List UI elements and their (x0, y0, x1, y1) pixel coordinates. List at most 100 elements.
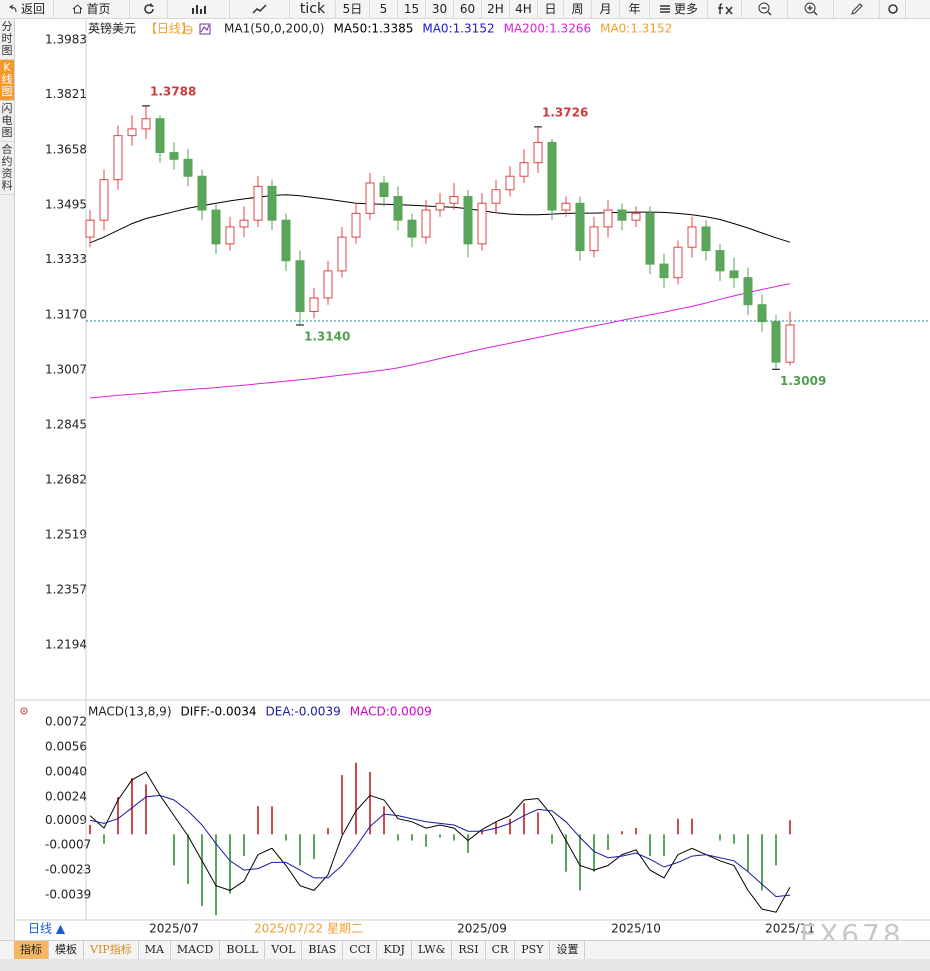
cursor-date: 2025/07/22 星期二 (254, 922, 363, 936)
period-tick[interactable]: tick (290, 0, 336, 18)
candle-body (253, 185, 263, 221)
y-tick-label: -0.0039 (45, 888, 91, 902)
period-4h[interactable]: 4H (510, 0, 538, 18)
home-button[interactable]: 首页 (54, 0, 130, 18)
candle-body (351, 212, 361, 238)
indicator-tab[interactable]: VIP指标 (84, 941, 139, 959)
zoom-out[interactable] (742, 0, 788, 18)
indicator-tab[interactable]: 模板 (49, 941, 84, 959)
candle-body (295, 260, 305, 312)
candle-body (225, 226, 235, 245)
indicator-tab[interactable]: BOLL (220, 941, 266, 959)
sidebar-tab[interactable]: 闪电图 (0, 101, 14, 142)
candle-body (155, 118, 165, 154)
ma-line (89, 283, 791, 399)
candle-body (561, 202, 571, 211)
y-tick-label: 1.3007 (45, 362, 87, 376)
x-tick-label: 2025/11 (765, 922, 815, 936)
indicator-tab[interactable]: BIAS (302, 941, 344, 959)
y-tick-label: 1.2519 (45, 527, 87, 541)
indicator-tab[interactable]: KDJ (377, 941, 412, 959)
legend-entry: MA0:1.3152 (600, 22, 672, 36)
legend-entry: MA200:1.3266 (504, 22, 592, 36)
legend-entry: MA50:1.3385 (333, 22, 413, 36)
candle-body (183, 158, 193, 177)
zoom-in[interactable] (788, 0, 834, 18)
chart-title: 英镑美元 (88, 21, 136, 36)
period-5d[interactable]: 5日 (336, 0, 370, 18)
candle-body (435, 202, 445, 211)
indicator-tab[interactable]: CCI (343, 941, 378, 959)
more-button[interactable]: 更多 (650, 0, 708, 18)
candle-body (379, 182, 389, 198)
candle-body (785, 324, 795, 363)
indicator-tab[interactable]: MA (139, 941, 171, 959)
candle-body (99, 179, 109, 221)
period-2h[interactable]: 2H (482, 0, 510, 18)
high-label: 1.3726 (542, 105, 588, 119)
indicator-tab[interactable]: LW& (412, 941, 453, 959)
period-60[interactable]: 60 (454, 0, 482, 18)
candle-body (337, 236, 347, 272)
period-week[interactable]: 周 (564, 0, 592, 18)
candle-body (533, 141, 543, 164)
formula-button[interactable] (708, 0, 742, 18)
period-day[interactable]: 日 (538, 0, 564, 18)
y-tick-label: 1.3170 (45, 307, 87, 321)
candle-body (645, 212, 655, 265)
candle-body (631, 212, 641, 221)
candle-body (659, 263, 669, 279)
candle-body (547, 141, 557, 211)
pen-button[interactable] (834, 0, 880, 18)
period-15[interactable]: 15 (398, 0, 426, 18)
period-month[interactable]: 月 (592, 0, 620, 18)
indicator-tab[interactable]: 设置 (550, 941, 586, 959)
label: 首页 (86, 2, 111, 16)
candle-body (715, 250, 725, 272)
y-tick-label: 0.0072 (45, 715, 87, 729)
settings-button[interactable] (880, 0, 906, 18)
indicator-tab[interactable]: 指标 (14, 941, 49, 959)
low-label: 1.3009 (780, 374, 826, 388)
status-bar (0, 959, 930, 971)
candle-body (491, 189, 501, 204)
legend-entry: DEA:-0.0039 (266, 705, 341, 719)
sidebar-tab[interactable]: 合约资料 (0, 142, 14, 195)
candle-body (211, 209, 221, 245)
period-year[interactable]: 年 (620, 0, 650, 18)
indicator-tab[interactable]: PSY (515, 941, 551, 959)
candle-body (603, 209, 613, 228)
candle-body (673, 246, 683, 279)
candle-body (463, 196, 473, 245)
legend-entry: MACD:0.0009 (350, 705, 432, 719)
indicator-tab[interactable]: CR (486, 941, 516, 959)
candle-body (197, 175, 207, 211)
period-30[interactable]: 30 (426, 0, 454, 18)
high-label: 1.3788 (150, 84, 196, 98)
y-tick-label: 1.2194 (45, 637, 87, 651)
y-tick-label: 1.3821 (45, 87, 87, 101)
indicator-tab[interactable]: RSI (452, 941, 486, 959)
chart-type-button[interactable] (168, 0, 230, 18)
candle-body (519, 162, 529, 177)
draw-button[interactable] (230, 0, 290, 18)
indicator-tab[interactable]: MACD (171, 941, 221, 959)
refresh-button[interactable] (130, 0, 168, 18)
candle-body (239, 219, 249, 228)
candle-body (743, 277, 753, 306)
candle-body (701, 226, 711, 252)
indicator-tab[interactable]: VOL (265, 941, 303, 959)
candle-body (729, 270, 739, 279)
candle-body (771, 321, 781, 363)
y-tick-label: 1.3495 (45, 197, 87, 211)
y-tick-label: 1.3658 (45, 142, 87, 156)
back-button[interactable]: 返回 (0, 0, 54, 18)
candle-body (407, 219, 417, 238)
sidebar-tab[interactable]: 分时图 (0, 19, 14, 60)
sidebar-tab[interactable]: K线图 (0, 60, 14, 101)
candle-body (309, 297, 319, 312)
candle-body (267, 185, 277, 221)
period-button[interactable]: 日线 ▲ (28, 922, 66, 936)
period-5[interactable]: 5 (370, 0, 398, 18)
